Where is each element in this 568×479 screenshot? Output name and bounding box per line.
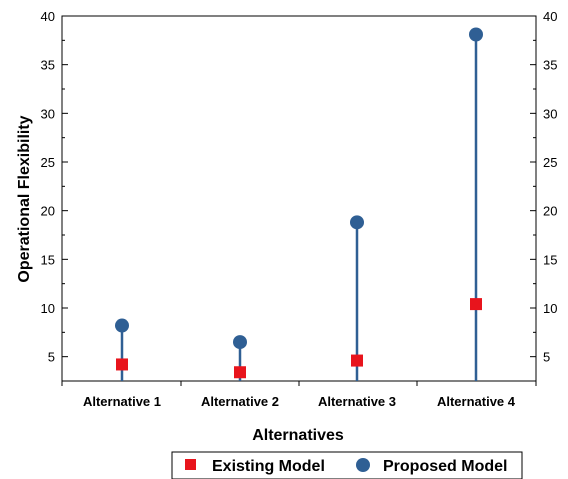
y-tick-label-left: 40	[41, 9, 55, 24]
y-tick-label-left: 25	[41, 155, 55, 170]
proposed-model-point	[350, 215, 364, 230]
y-axis-title: Operational Flexibility	[16, 115, 33, 282]
legend-proposed-label: Proposed Model	[383, 458, 507, 475]
y-tick-label-left: 15	[41, 252, 55, 267]
x-tick-label: Alternative 3	[318, 394, 396, 409]
y-tick-label-right: 15	[543, 252, 557, 267]
legend-existing-marker	[185, 459, 196, 470]
plot-area: 5 5 10 10 15 15 20 20 25 25 30 30 35 35 40 40 Alternativ…	[41, 9, 558, 409]
x-tick-label: Alternative 1	[83, 394, 161, 409]
legend-existing-label: Existing Model	[212, 458, 325, 475]
y-tick-label-right: 30	[543, 106, 557, 121]
y-tick-label-left: 35	[41, 58, 55, 73]
legend-proposed-marker	[356, 458, 370, 472]
existing-model-point	[470, 298, 482, 311]
x-tick-label: Alternative 4	[437, 394, 516, 409]
y-tick-label-right: 25	[543, 155, 557, 170]
existing-model-point	[116, 358, 128, 371]
proposed-model-point	[115, 318, 129, 333]
y-tick-label-right: 40	[543, 9, 557, 24]
x-tick-label: Alternative 2	[201, 394, 279, 409]
proposed-model-point	[233, 335, 247, 350]
y-tick-label-right: 20	[543, 204, 557, 219]
existing-model-point	[351, 354, 363, 367]
y-tick-label-left: 5	[48, 350, 55, 365]
proposed-model-point	[469, 27, 483, 42]
y-tick-label-left: 10	[41, 301, 55, 316]
plot-frame	[61, 15, 537, 382]
y-tick-label-right: 10	[543, 301, 557, 316]
y-tick-label-right: 5	[543, 350, 550, 365]
existing-model-point	[234, 366, 246, 379]
y-tick-label-left: 20	[41, 204, 55, 219]
y-tick-label-right: 35	[543, 58, 557, 73]
legend: Existing Model Proposed Model	[171, 451, 523, 479]
x-axis-title: Alternatives	[252, 427, 344, 444]
legend-box	[171, 451, 523, 479]
y-tick-label-left: 30	[41, 106, 55, 121]
